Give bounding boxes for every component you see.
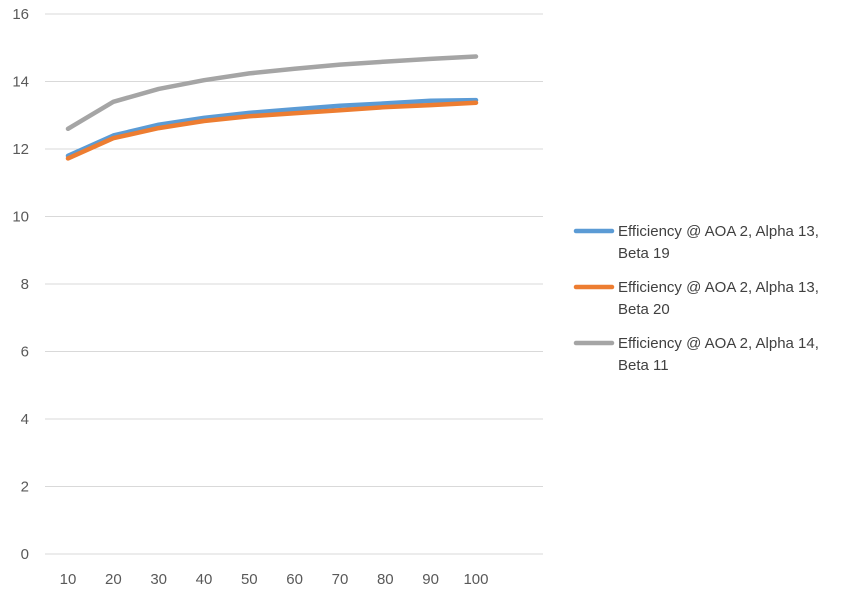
series-line-3	[65, 54, 479, 132]
series-line-2	[65, 100, 479, 161]
x-axis-tick-labels: 10 20 30 40 50 60 70 80 90 100	[60, 571, 489, 588]
y-tick-label: 14	[12, 74, 29, 91]
y-tick-label: 6	[21, 344, 29, 361]
y-axis-tick-labels: 0 2 4 6 8 10 12 14 16	[12, 6, 29, 563]
x-tick-label: 80	[377, 571, 394, 588]
legend-label-2: Efficiency @ AOA 2, Alpha 13, Beta 20	[618, 279, 819, 318]
series-lines	[65, 54, 479, 161]
y-tick-label: 8	[21, 276, 29, 293]
x-tick-label: 60	[286, 571, 303, 588]
x-tick-label: 20	[105, 571, 122, 588]
y-tick-label: 2	[21, 479, 29, 496]
legend-label-1: Efficiency @ AOA 2, Alpha 13, Beta 19	[618, 223, 819, 262]
x-tick-label: 40	[196, 571, 213, 588]
y-tick-label: 16	[12, 6, 29, 23]
y-tick-label: 0	[21, 546, 29, 563]
x-tick-label: 10	[60, 571, 77, 588]
x-tick-label: 90	[422, 571, 439, 588]
series-line-1	[65, 97, 479, 159]
legend: Efficiency @ AOA 2, Alpha 13, Beta 19 Effi…	[573, 223, 819, 374]
x-tick-label: 100	[463, 571, 488, 588]
x-tick-label: 70	[332, 571, 349, 588]
x-tick-label: 50	[241, 571, 258, 588]
gridlines	[45, 13, 543, 555]
y-tick-label: 10	[12, 209, 29, 226]
x-tick-label: 30	[150, 571, 167, 588]
y-tick-label: 12	[12, 141, 29, 158]
y-tick-label: 4	[21, 411, 29, 428]
legend-label-3: Efficiency @ AOA 2, Alpha 14, Beta 11	[618, 335, 819, 374]
